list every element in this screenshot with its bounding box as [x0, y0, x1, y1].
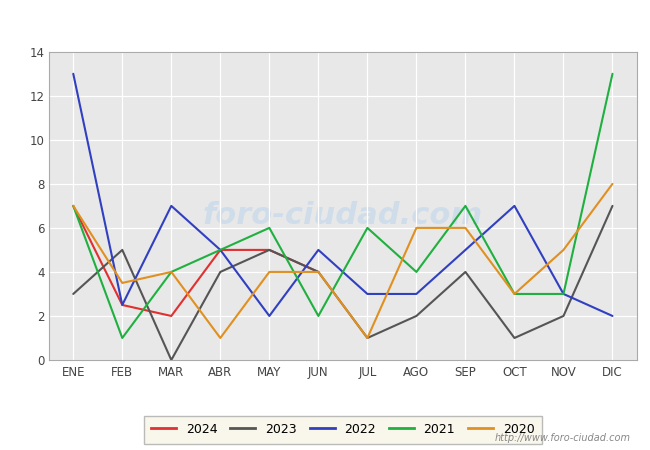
Legend: 2024, 2023, 2022, 2021, 2020: 2024, 2023, 2022, 2021, 2020	[144, 415, 542, 444]
Text: http://www.foro-ciudad.com: http://www.foro-ciudad.com	[495, 433, 630, 443]
Text: foro-ciudad.com: foro-ciudad.com	[203, 201, 483, 230]
Text: Matriculaciones de Vehiculos en Begíjar: Matriculaciones de Vehiculos en Begíjar	[146, 13, 504, 32]
